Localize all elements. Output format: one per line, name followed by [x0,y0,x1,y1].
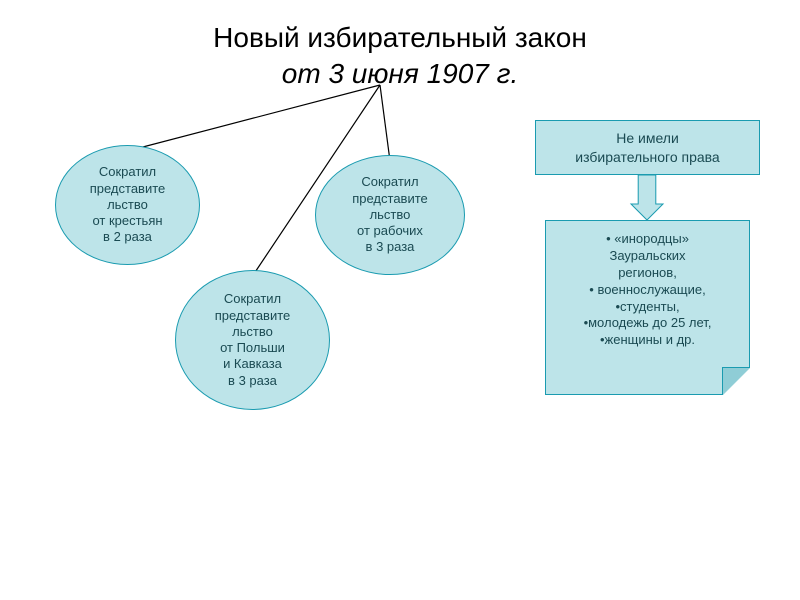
excluded-item-2: регионов, [552,265,743,282]
no-voting-rights-box: Не имелиизбирательного права [535,120,760,175]
excluded-groups-list: • «инородцы»Зауральскихрегионов,• военно… [545,220,750,395]
title-line1: Новый избирательный закон [213,22,587,53]
excluded-item-3: • военнослужащие, [552,282,743,299]
excluded-item-5: •молодежь до 25 лет, [552,315,743,332]
title-line2: от 3 июня 1907 г. [282,58,518,89]
page-title: Новый избирательный закон от 3 июня 1907… [0,20,800,93]
ellipse-e3: Сократилпредставительствоот рабочихв 3 р… [315,155,465,275]
excluded-item-0: • «инородцы» [552,231,743,248]
ellipse-e2: Сократилпредставительствоот Польшии Кавк… [175,270,330,410]
excluded-item-1: Зауральских [552,248,743,265]
ellipse-e1: Сократилпредставительствоот крестьянв 2 … [55,145,200,265]
excluded-item-6: •женщины и др. [552,332,743,349]
note-fold-corner [722,367,750,395]
excluded-item-4: •студенты, [552,299,743,316]
